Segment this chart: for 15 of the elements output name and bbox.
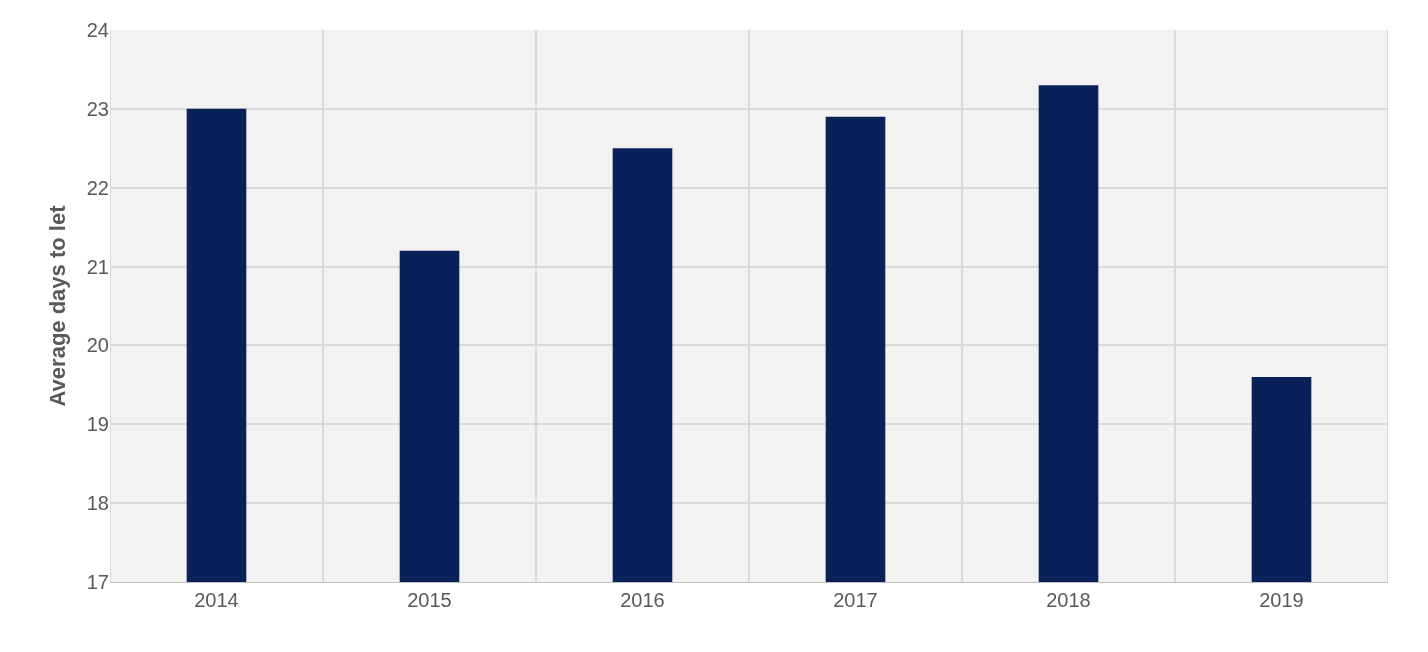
y-tick-label: 21 bbox=[86, 255, 109, 278]
x-tick-label: 2018 bbox=[1046, 589, 1091, 611]
y-tick-label: 19 bbox=[86, 413, 109, 436]
y-tick-label: 17 bbox=[86, 571, 109, 593]
y-tick-label: 23 bbox=[86, 97, 109, 120]
y-tick-label: 20 bbox=[86, 334, 109, 357]
x-tick-label: 2017 bbox=[833, 589, 878, 611]
x-tick-label: 2014 bbox=[194, 589, 239, 611]
y-tick-label: 18 bbox=[86, 492, 109, 515]
y-tick-label: 22 bbox=[86, 176, 109, 199]
y-axis-title: Average days to let bbox=[44, 204, 70, 407]
y-tick-label: 24 bbox=[86, 19, 109, 41]
x-tick-label: 2019 bbox=[1259, 589, 1304, 611]
x-tick-label: 2015 bbox=[407, 589, 452, 611]
x-tick-label: 2016 bbox=[620, 589, 665, 611]
